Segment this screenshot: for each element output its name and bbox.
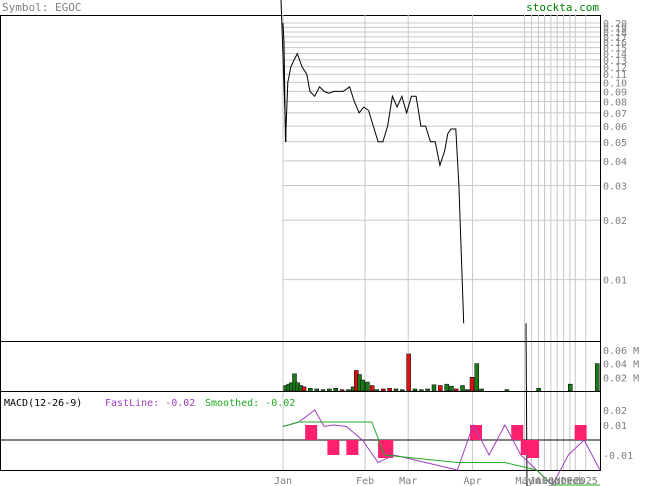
volume-tick-label: 0.06 M: [603, 346, 639, 357]
x-tick-label: Feb: [566, 476, 584, 486]
volume-bar: [419, 389, 424, 392]
volume-bar: [449, 385, 454, 392]
macd-panel: 0.02 0.01 -0.01: [0, 391, 633, 486]
volume-bar: [444, 383, 449, 392]
volume-bar: [479, 388, 484, 392]
price-tick-label: 0.11: [603, 70, 627, 81]
symbol-label: Symbol: EGOC: [2, 1, 81, 14]
x-tick-label: 2025: [574, 476, 598, 486]
volume-bar: [339, 389, 345, 392]
volume-tick-label: 0.02 M: [603, 373, 639, 384]
price-tick-label: 0.08: [603, 97, 627, 108]
macd-histogram-bar: [527, 440, 540, 458]
x-tick-label: May: [516, 476, 534, 486]
macd-frame: [0, 391, 601, 471]
volume-bar: [594, 363, 600, 392]
volume-bar: [327, 388, 332, 392]
volume-bar: [374, 389, 380, 392]
price-spike: [280, 0, 287, 142]
price-tick-label: 0.17: [603, 33, 627, 44]
x-tick-label: Feb: [356, 476, 374, 486]
volume-tick-label: 0.04 M: [603, 360, 639, 371]
volume-bar: [301, 386, 307, 392]
price-tick-label: 0.12: [603, 63, 627, 74]
volume-bar: [360, 379, 365, 392]
price-tick-label: 0.06: [603, 122, 627, 133]
volume-panel: 0.06 M 0.04 M 0.02 M: [0, 341, 639, 392]
volume-bar: [400, 389, 405, 392]
x-tick-label: Jun: [522, 476, 540, 486]
price-tick-label: 0.04: [603, 157, 627, 168]
price-tick-label: 0.14: [603, 50, 627, 61]
price-tick-label: 0.15: [603, 44, 627, 55]
volume-bar: [469, 377, 475, 392]
volume-bar: [412, 388, 418, 392]
macd-fastline-label: FastLine: -0.02: [105, 398, 195, 409]
volume-bar: [381, 388, 386, 392]
volume-bar: [406, 353, 411, 392]
price-line: [282, 22, 465, 324]
price-tick-label: 0.05: [603, 138, 627, 149]
price-tick-label: 0.18: [603, 28, 627, 39]
macd-smoothed-label: Smoothed: -0.02: [205, 398, 295, 409]
volume-bar: [504, 389, 510, 392]
macd-histogram-bar: [346, 440, 359, 455]
macd-smoothed-line: [282, 421, 600, 486]
volume-bar: [431, 384, 437, 392]
price-tick-label: 0.02: [603, 216, 627, 227]
price-tick-label: 0.20: [603, 19, 627, 30]
volume-bar: [568, 383, 573, 392]
price-panel: 0.200.190.180.170.160.150.140.130.120.11…: [0, 0, 627, 486]
volume-bar: [465, 389, 470, 392]
volume-bar: [425, 388, 430, 392]
price-tick-label: 0.07: [603, 109, 627, 120]
price-tick-label: 0.13: [603, 56, 627, 67]
macd-histogram-bar: [574, 425, 587, 440]
macd-histogram-bar: [327, 440, 340, 455]
volume-bar: [393, 388, 399, 392]
x-tick-label: Apr: [464, 476, 482, 486]
volume-bar: [346, 389, 351, 392]
price-frame: [0, 15, 601, 342]
volume-bar: [453, 388, 459, 392]
x-tick-label: Dec: [561, 476, 579, 486]
macd-tick-label: 0.01: [603, 421, 627, 432]
volume-bar: [314, 388, 319, 392]
price-tick-label: 0.16: [603, 38, 627, 49]
price-tick-label: 0.19: [603, 23, 627, 34]
x-tick-label: Sep: [542, 476, 560, 486]
volume-bar: [460, 385, 465, 392]
macd-histogram-bar: [305, 425, 318, 440]
price-drop: [525, 323, 528, 486]
volume-bar: [333, 388, 338, 392]
x-tick-label: Oct: [548, 476, 566, 486]
price-tick-label: 0.09: [603, 87, 627, 98]
x-tick-label: Nov: [555, 476, 573, 486]
volume-bar: [536, 388, 541, 392]
site-label: stockta.com: [526, 1, 599, 14]
volume-bar: [369, 385, 375, 392]
price-tick-label: 0.01: [603, 276, 627, 287]
macd-title: MACD(12-26-9): [4, 398, 82, 409]
volume-bar: [474, 363, 480, 392]
volume-frame: [0, 341, 601, 392]
macd-histogram-bar: [511, 425, 524, 440]
x-tick-label: Jan: [274, 476, 292, 486]
price-tick-label: 0.03: [603, 182, 627, 193]
x-tick-label: Jul: [529, 476, 547, 486]
price-tick-label: 0.10: [603, 78, 627, 89]
x-axis: Jan Feb Mar Apr MayJunJulAugSepOctNovDecFeb2…: [274, 476, 598, 486]
volume-bar: [308, 388, 313, 392]
macd-tick-label: 0.02: [603, 406, 627, 417]
volume-bar: [438, 385, 443, 392]
x-tick-label: Aug: [535, 476, 553, 486]
x-tick-label: Mar: [399, 476, 417, 486]
volume-bar: [387, 388, 392, 392]
volume-bar: [365, 381, 370, 392]
volume-bar: [320, 389, 326, 392]
macd-tick-label: -0.01: [603, 451, 633, 462]
